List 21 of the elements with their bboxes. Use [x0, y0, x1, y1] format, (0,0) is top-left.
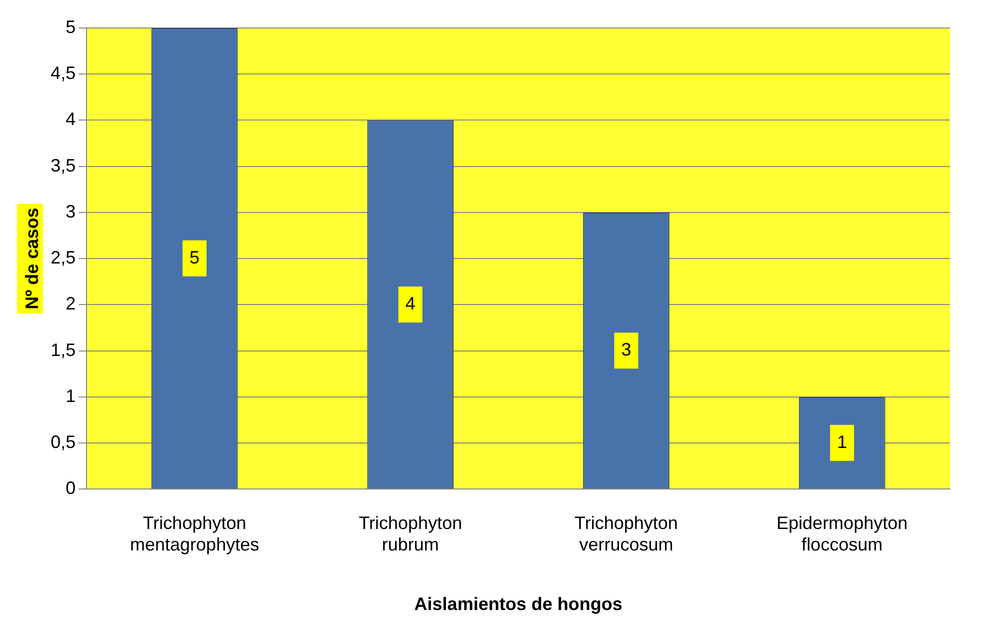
y-tick-label: 3	[66, 201, 76, 222]
y-tick-label: 4,5	[50, 63, 76, 84]
y-tick-label: 1	[66, 386, 76, 406]
y-tick-label: 1,5	[50, 340, 76, 360]
y-tick-label: 3,5	[50, 155, 76, 176]
y-tick-label: 0,5	[50, 432, 76, 452]
data-label: 3	[621, 340, 632, 360]
y-tick-label: 2,5	[50, 248, 76, 268]
y-tick-label: 5	[66, 16, 76, 37]
x-tick-label: Epidermophyton floccosum	[776, 512, 908, 555]
x-tick-label: Trichophyton verrucosum	[574, 512, 678, 555]
y-axis-title: Nº de casos	[22, 208, 42, 310]
x-tick-label: Trichophyton rubrum	[358, 512, 462, 555]
x-tick-label: Trichophyton mentagrophytes	[130, 512, 260, 555]
y-tick-label: 2	[66, 294, 76, 314]
data-label: 4	[405, 293, 416, 314]
y-tick-label: 0	[66, 478, 76, 498]
data-label: 5	[190, 247, 200, 268]
data-label: 1	[837, 432, 848, 452]
x-axis-title: Aislamientos de hongos	[414, 594, 622, 614]
y-tick-label: 4	[66, 109, 76, 130]
